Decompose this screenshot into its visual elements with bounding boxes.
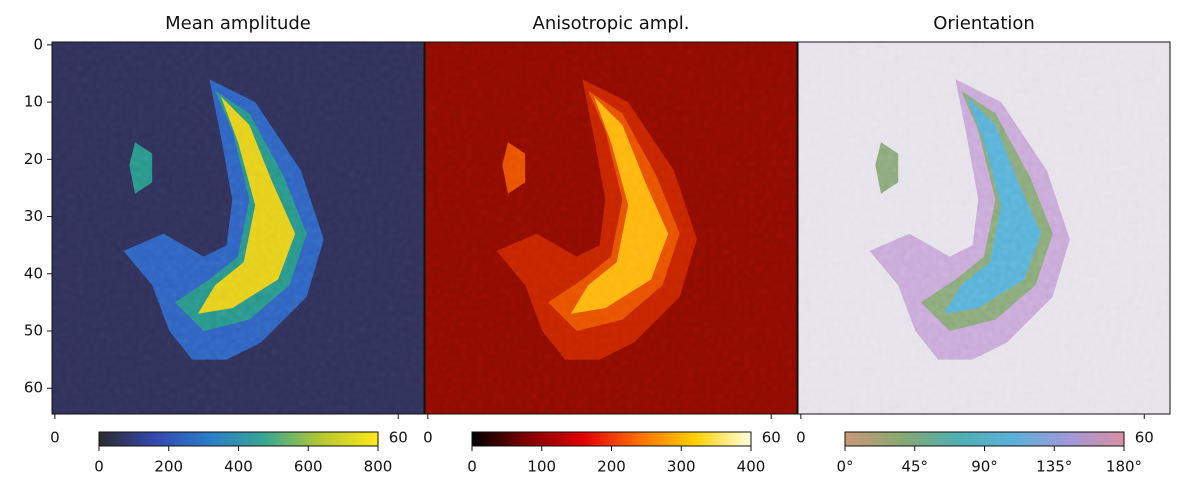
panel-title: Orientation <box>933 13 1035 34</box>
y-tick-label: 50 <box>24 322 43 340</box>
frame <box>424 41 798 415</box>
colorbar-tick-label: 0° <box>836 458 853 476</box>
colorbar-tick-label: 200 <box>597 458 626 476</box>
x-tick-label: 0 <box>423 429 433 447</box>
colorbar-tick-label: 800 <box>364 458 393 476</box>
noise <box>52 42 424 414</box>
colorbar-tick-label: 400 <box>224 458 253 476</box>
image <box>52 42 424 414</box>
y-tick-label: 0 <box>33 35 43 53</box>
colorbar <box>471 431 752 447</box>
frame <box>51 41 425 415</box>
colorbar-tick-label: 180° <box>1106 458 1142 476</box>
colorbar-tick-label: 100 <box>527 458 556 476</box>
noise <box>425 42 797 414</box>
colorbar <box>98 431 379 447</box>
colorbar-tick-label: 200 <box>154 458 183 476</box>
colorbar-tick-label: 90° <box>971 458 998 476</box>
y-tick-label: 60 <box>24 379 43 397</box>
x-tick-label: 60 <box>762 429 781 447</box>
noise <box>798 42 1170 414</box>
panel-title: Mean amplitude <box>165 13 311 34</box>
colorbar-tick-label: 0 <box>467 458 477 476</box>
x-tick-label: 0 <box>796 429 806 447</box>
frame <box>797 41 1171 415</box>
x-tick-label: 60 <box>1135 429 1154 447</box>
y-tick-label: 30 <box>24 207 43 225</box>
colorbar-tick-label: 0 <box>94 458 104 476</box>
colorbar-tick-label: 45° <box>901 458 928 476</box>
x-tick-label: 60 <box>389 429 408 447</box>
colorbar-tick-label: 135° <box>1036 458 1072 476</box>
panel-title: Anisotropic ampl. <box>533 13 690 34</box>
colorbar <box>844 431 1125 447</box>
y-tick-label: 40 <box>24 264 43 282</box>
colorbar-tick-label: 300 <box>667 458 696 476</box>
y-tick-label: 10 <box>24 93 43 111</box>
image <box>425 42 797 414</box>
x-tick-label: 0 <box>50 429 60 447</box>
colorbar-tick-label: 400 <box>737 458 766 476</box>
image <box>798 42 1170 414</box>
y-tick-label: 20 <box>24 150 43 168</box>
colorbar-tick-label: 600 <box>294 458 323 476</box>
